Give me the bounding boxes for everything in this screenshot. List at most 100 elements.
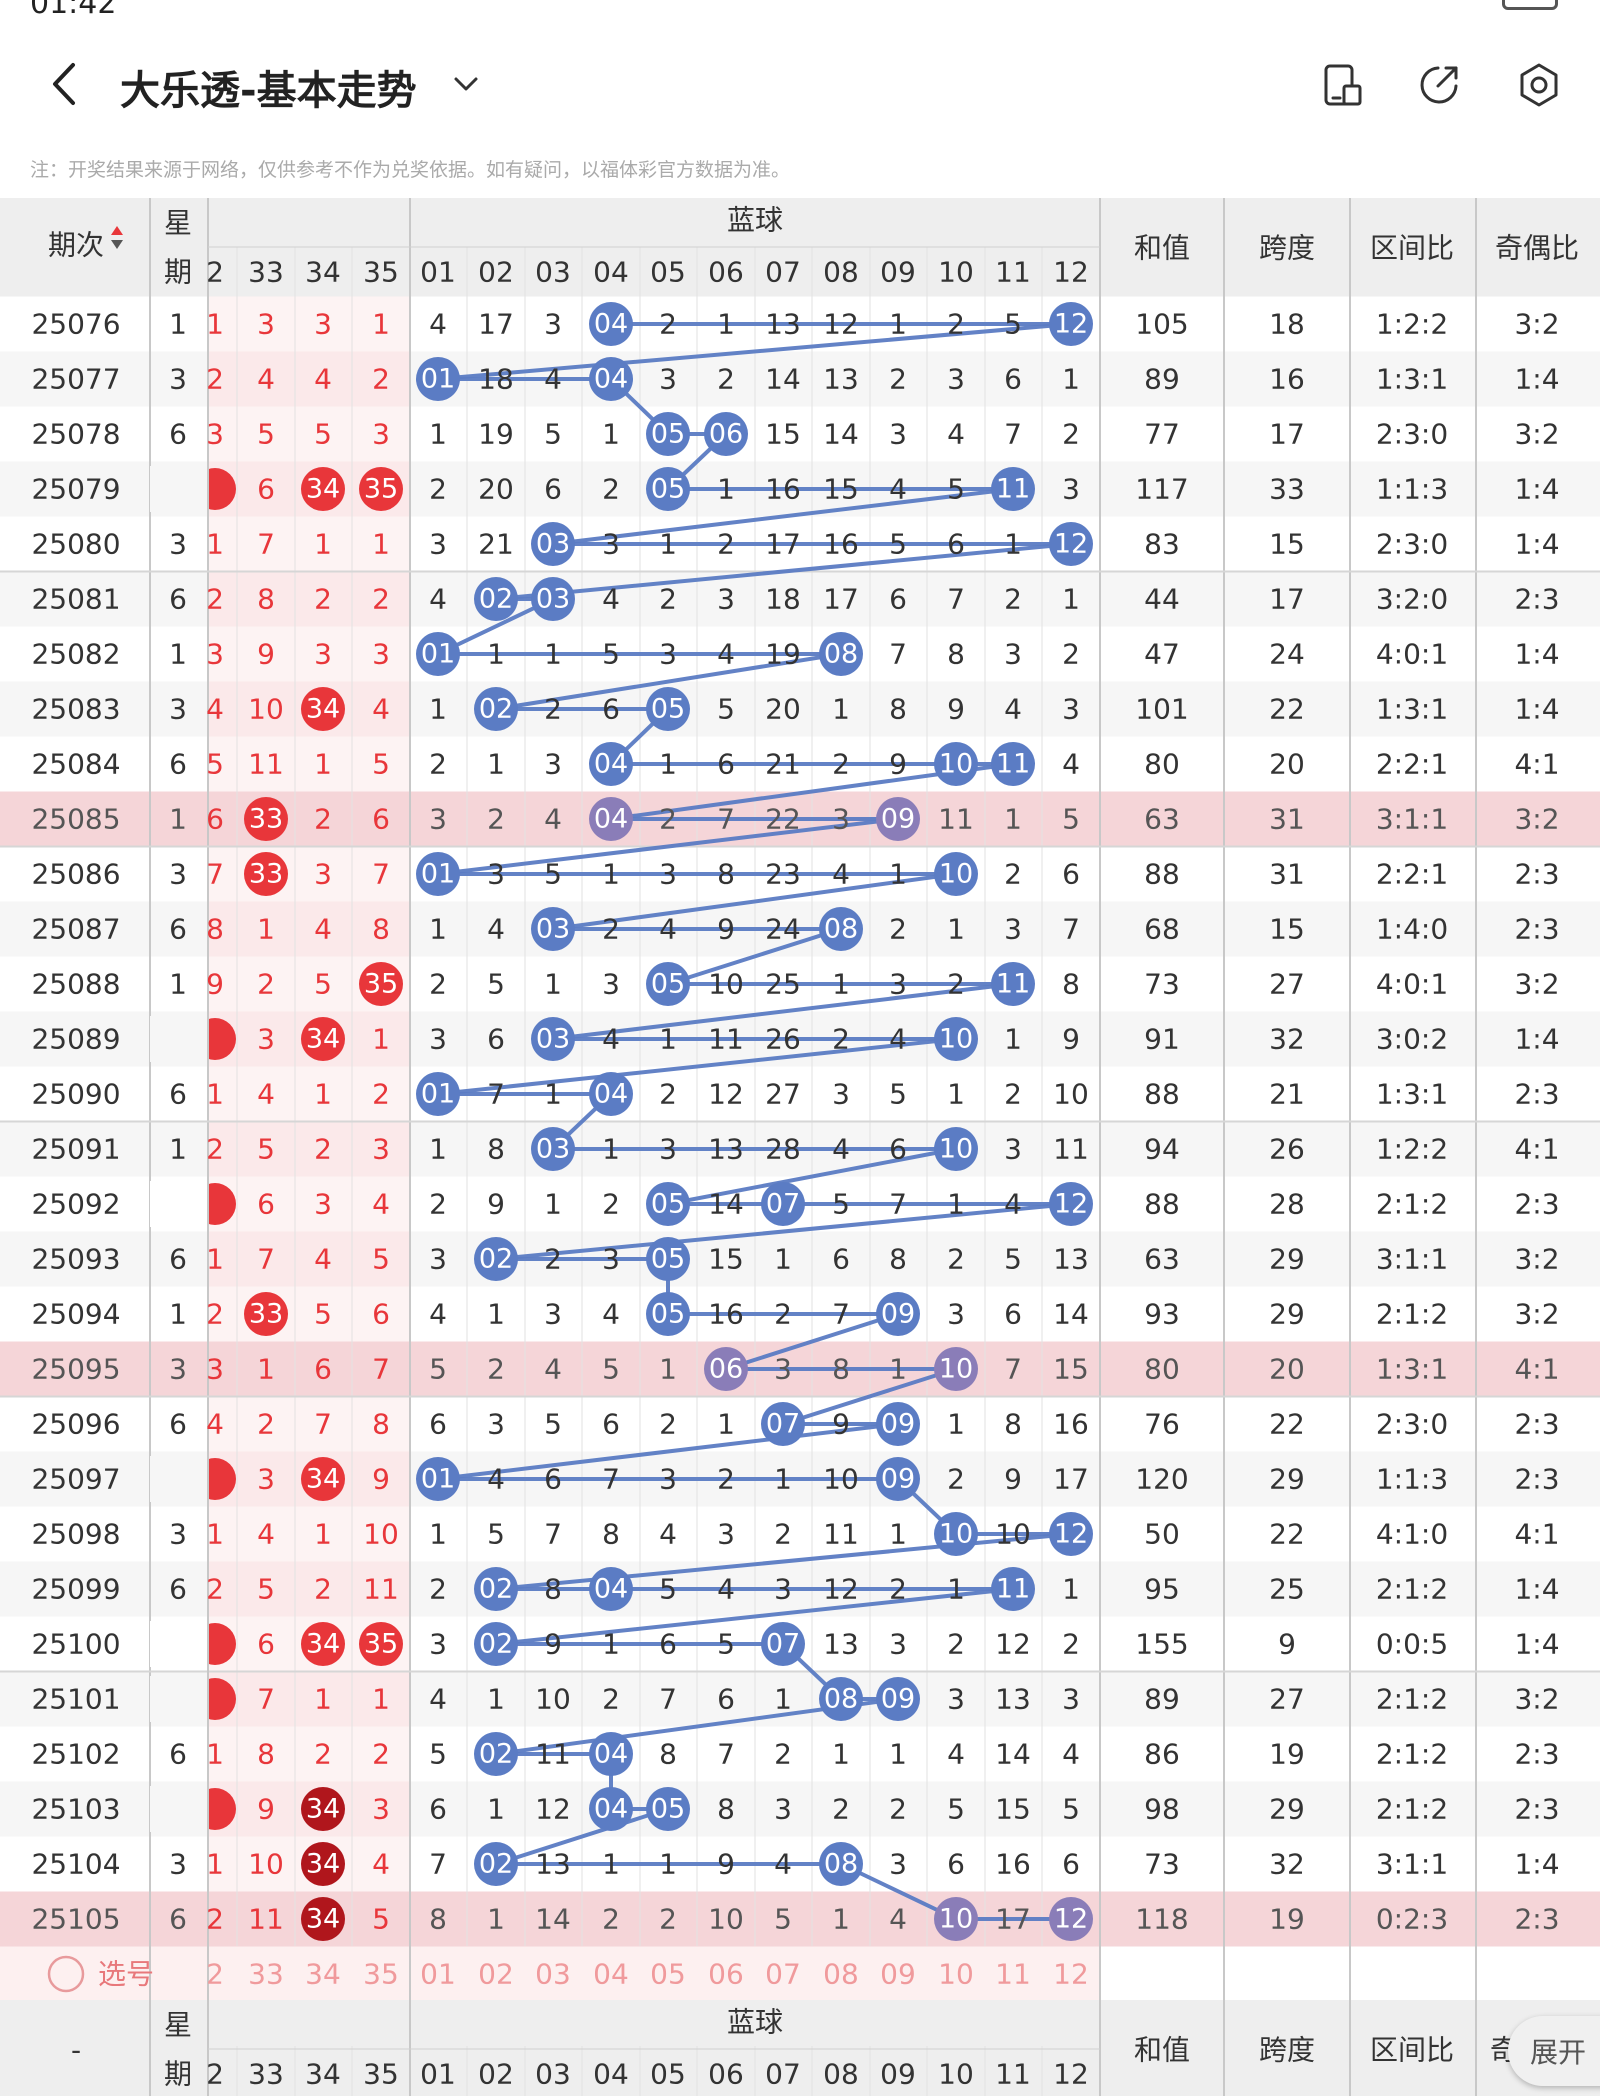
footer-header-background [0, 2000, 1600, 2096]
red-zone-cell [208, 846, 410, 902]
red-miss-count: 6 [314, 1353, 332, 1386]
blue-ball-number: 12 [1054, 1904, 1088, 1935]
odd-even-ratio: 2:3 [1514, 1408, 1559, 1441]
blue-miss-count: 11 [535, 1738, 571, 1771]
blue-miss-count: 6 [1004, 1298, 1022, 1331]
odd-even-ratio: 3:2 [1514, 418, 1559, 451]
odd-even-ratio: 2:3 [1514, 913, 1559, 946]
zone-ratio: 3:1:1 [1376, 803, 1448, 836]
blue-ball [934, 742, 978, 786]
blue-ball-number: 07 [766, 1409, 800, 1440]
title-dropdown-button[interactable] [448, 66, 484, 102]
blue-miss-count: 2 [1004, 1078, 1022, 1111]
blue-miss-count: 1 [774, 1243, 792, 1276]
issue-number: 25090 [31, 1078, 120, 1111]
blue-miss-count: 5 [717, 693, 735, 726]
issue-number: 25097 [31, 1463, 120, 1496]
zone-ratio: 0:0:5 [1376, 1628, 1448, 1661]
blue-header: 01 [420, 2058, 456, 2091]
span-value: 29 [1269, 1243, 1305, 1276]
red-miss-count: 5 [257, 1133, 275, 1166]
trend-line [436, 1037, 958, 1096]
trend-line [436, 322, 1073, 381]
blue-miss-count: 1 [429, 1518, 447, 1551]
blue-ball [934, 1347, 978, 1391]
back-button[interactable] [38, 58, 90, 110]
blue-ball [876, 1292, 920, 1336]
column-header-week: 期 [164, 2058, 192, 2091]
blue-ball [876, 1402, 920, 1446]
odd-even-ratio: 1:4 [1514, 1628, 1559, 1661]
blue-miss-count: 4 [717, 1573, 735, 1606]
column-header-week: 期 [164, 256, 192, 289]
red-miss-count: 2 [314, 803, 332, 836]
blue-miss-count: 4 [889, 473, 907, 506]
select-blue-number: 08 [823, 1958, 859, 1991]
layout-toggle-button[interactable] [1318, 60, 1368, 110]
odd-even-ratio: 1:4 [1514, 473, 1559, 506]
blue-header: 06 [708, 2058, 744, 2091]
zone-ratio: 3:0:2 [1376, 1023, 1448, 1056]
red-miss-partial: 2 [206, 1903, 224, 1936]
red-ball-number: 34 [306, 1464, 340, 1495]
blue-ball-number: 04 [594, 804, 628, 835]
blue-ball-number: 11 [996, 749, 1030, 780]
blue-miss-count: 5 [602, 638, 620, 671]
red-miss-count: 5 [314, 418, 332, 451]
red-miss-count: 3 [372, 418, 390, 451]
blue-ball [934, 1512, 978, 1556]
red-ball-number: 33 [249, 804, 283, 835]
disclaimer-notice: 注：开奖结果来源于网络，仅供参考不作为兑奖依据。如有疑问，以福体彩官方数据为准。 [30, 159, 791, 181]
blue-ball-number: 10 [939, 1354, 973, 1385]
blue-ball-number: 12 [1054, 309, 1088, 340]
red-miss-count: 7 [372, 1353, 390, 1386]
blue-miss-count: 1 [947, 1188, 965, 1221]
blue-miss-count: 4 [889, 1903, 907, 1936]
red-miss-count: 1 [372, 308, 390, 341]
zone-ratio: 1:3:1 [1376, 1078, 1448, 1111]
battery-icon [1502, 0, 1558, 10]
sort-asc-icon[interactable] [111, 226, 123, 235]
blue-miss-count: 13 [708, 1133, 744, 1166]
blue-miss-count: 6 [544, 1463, 562, 1496]
blue-header: 11 [995, 256, 1031, 289]
blue-miss-count: 1 [889, 308, 907, 341]
blue-ball [589, 1732, 633, 1776]
blue-miss-count: 2 [717, 528, 735, 561]
sum-value: 44 [1144, 583, 1180, 616]
sum-value: 86 [1144, 1738, 1180, 1771]
trend-line [666, 927, 843, 986]
sort-desc-icon[interactable] [111, 240, 123, 249]
clip-mask [150, 1786, 208, 1832]
blue-miss-count: 1 [487, 1298, 505, 1331]
blue-ball [416, 632, 460, 676]
share-button[interactable] [1414, 60, 1464, 110]
gear-icon [1520, 63, 1558, 107]
red-miss-count: 6 [372, 1298, 390, 1331]
blue-ball [646, 1237, 690, 1281]
odd-even-ratio: 1:4 [1514, 363, 1559, 396]
blue-miss-count: 5 [487, 1518, 505, 1551]
red-miss-count: 3 [372, 1133, 390, 1166]
settings-button[interactable] [1514, 60, 1564, 110]
select-radio[interactable] [47, 1955, 85, 1993]
blue-ball [934, 1127, 978, 1171]
blue-miss-count: 4 [429, 1298, 447, 1331]
blue-ball-number: 05 [651, 969, 685, 1000]
blue-ball-number: 09 [881, 1299, 915, 1330]
red-ball-number: 34 [306, 1849, 340, 1880]
blue-miss-count: 25 [765, 968, 801, 1001]
blue-miss-count: 14 [995, 1738, 1031, 1771]
red-zone-cell [208, 516, 410, 572]
blue-ball-number: 12 [1054, 1519, 1088, 1550]
blue-ball-number: 04 [594, 1739, 628, 1770]
expand-button[interactable]: 展开 [1508, 2016, 1600, 2086]
blue-ball-number: 05 [651, 1794, 685, 1825]
blue-miss-count: 6 [602, 693, 620, 726]
issue-number: 25098 [31, 1518, 120, 1551]
zone-ratio: 1:1:3 [1376, 473, 1448, 506]
red-ball [359, 1622, 403, 1666]
odd-even-ratio: 4:1 [1514, 1353, 1559, 1386]
blue-ball [531, 1017, 575, 1061]
weekday: 6 [169, 1738, 187, 1771]
